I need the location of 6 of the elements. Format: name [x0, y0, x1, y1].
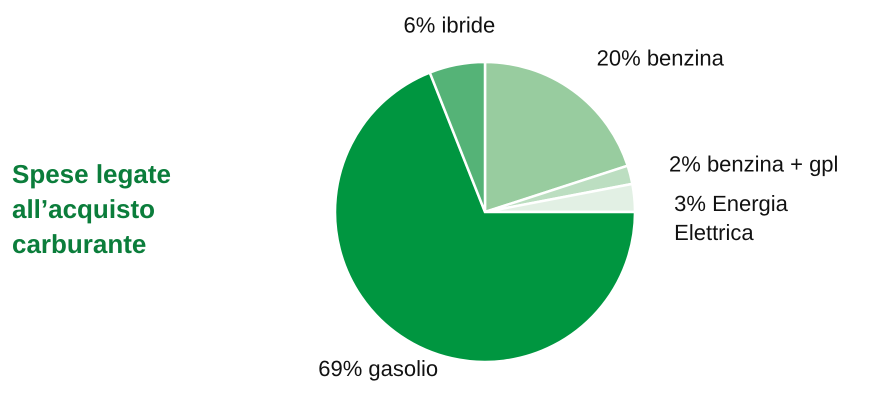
- text: Spese legate all’acquisto carburante: [12, 159, 171, 259]
- slice-label: 20% benzina: [596, 45, 725, 70]
- slice-label: 3% Energia Elettrica: [674, 191, 789, 246]
- slice-label: 6% ibride: [404, 12, 496, 38]
- slice-label: 69% gasolio: [318, 356, 438, 382]
- slice-label: 2% benzina + gpl: [669, 152, 838, 177]
